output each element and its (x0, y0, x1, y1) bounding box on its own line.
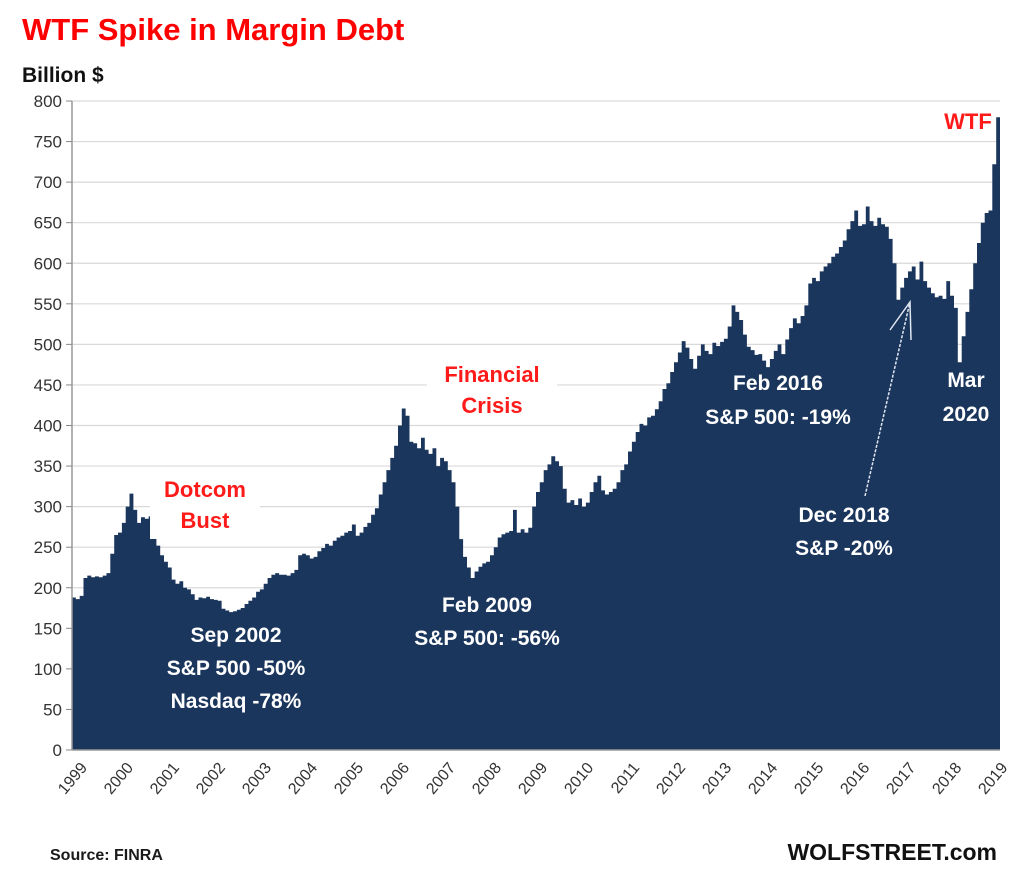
y-axis-label: Billion $ (22, 64, 104, 87)
annotation-text: Dotcom (164, 477, 246, 502)
y-tick-label: 350 (34, 457, 62, 476)
annotation-text: Bust (181, 508, 231, 533)
x-tick-label: 2005 (331, 760, 367, 798)
x-tick-label: 2016 (837, 760, 873, 798)
annotation-text: Crisis (461, 393, 522, 418)
y-tick-label: 750 (34, 133, 62, 152)
area-series (72, 117, 1000, 750)
x-tick-label: 2015 (791, 760, 827, 798)
annotation: WTF (944, 109, 992, 134)
x-tick-label: 2012 (653, 760, 689, 798)
x-tick-label: 2004 (285, 760, 321, 798)
y-tick-label: 450 (34, 376, 62, 395)
y-tick-label: 300 (34, 498, 62, 517)
annotation: Mar 2020 (943, 369, 990, 426)
dec-2018-arrow (864, 301, 911, 497)
annotation-text: Financial (444, 362, 539, 387)
y-tick-label: 800 (34, 92, 62, 111)
x-tick-label: 1999 (55, 760, 91, 798)
y-ticks: 0 50 100 150 200 250 300 350 400 450 500 550 600 650 7… (34, 92, 72, 760)
y-tick-label: 550 (34, 295, 62, 314)
annotation-text: Sep 2002 (190, 624, 281, 647)
margin-debt-area (72, 117, 1000, 750)
y-tick-label: 100 (34, 660, 62, 679)
y-tick-label: 600 (34, 254, 62, 273)
x-tick-label: 2017 (883, 760, 919, 798)
x-tick-label: 2007 (423, 760, 459, 798)
y-tick-label: 0 (53, 741, 62, 760)
annotation-text: S&P 500: -56% (414, 627, 560, 650)
annotation-background (427, 358, 557, 424)
annotation: Dec 2018 S&P -20% (795, 504, 893, 560)
y-tick-label: 400 (34, 417, 62, 436)
annotation: Dotcom Bust (150, 473, 260, 539)
x-tick-label: 2009 (515, 760, 551, 798)
annotation: Feb 2009 S&P 500: -56% (414, 594, 560, 650)
y-tick-label: 500 (34, 335, 62, 354)
annotation-text: Feb 2016 (733, 372, 823, 395)
y-tick-label: 250 (34, 538, 62, 557)
annotations: Dotcom Bust Financial Crisis WTF Sep 2002 S&P … (150, 109, 992, 713)
y-tick-label: 650 (34, 214, 62, 233)
annotation-text: S&P -20% (795, 537, 893, 560)
annotation-text: S&P 500 -50% (167, 657, 306, 680)
annotation-text: 2020 (943, 403, 990, 426)
source-note: Source: FINRA (50, 847, 163, 864)
x-tick-label: 2014 (745, 760, 781, 798)
x-tick-label: 2008 (469, 760, 505, 798)
x-tick-label: 2000 (101, 760, 137, 798)
annotation-text: Dec 2018 (798, 504, 889, 527)
y-tick-label: 50 (43, 700, 62, 719)
x-tick-label: 2010 (561, 760, 597, 798)
x-tick-label: 2001 (147, 760, 183, 798)
annotation-text: WTF (944, 109, 992, 134)
chart-title: WTF Spike in Margin Debt (22, 12, 404, 47)
annotation-background (150, 473, 260, 539)
annotation-text: Nasdaq -78% (171, 690, 302, 713)
x-tick-label: 2003 (239, 760, 275, 798)
x-tick-label: 2013 (699, 760, 735, 798)
x-tick-label: 2018 (929, 760, 965, 798)
brand-watermark: WOLFSTREET.com (787, 839, 997, 865)
annotation: Sep 2002 S&P 500 -50% Nasdaq -78% (167, 624, 306, 713)
arrow-head-icon (889, 299, 912, 341)
x-tick-label: 2019 (975, 760, 1011, 798)
annotation-text: S&P 500: -19% (705, 406, 851, 429)
x-tick-label: 2011 (608, 760, 643, 797)
y-tick-label: 200 (34, 579, 62, 598)
annotation: Feb 2016 S&P 500: -19% (705, 372, 851, 429)
annotation-text: Feb 2009 (442, 594, 532, 617)
annotation-text: Mar (947, 369, 984, 392)
annotation: Financial Crisis (427, 358, 557, 424)
x-tick-label: 2006 (377, 760, 413, 798)
y-tick-label: 700 (34, 173, 62, 192)
x-ticks: 1999 2000 2001 2002 2003 2004 2005 2006 2007 2008… (55, 760, 1024, 798)
x-tick-label: 2002 (193, 760, 229, 798)
y-tick-label: 150 (34, 619, 62, 638)
